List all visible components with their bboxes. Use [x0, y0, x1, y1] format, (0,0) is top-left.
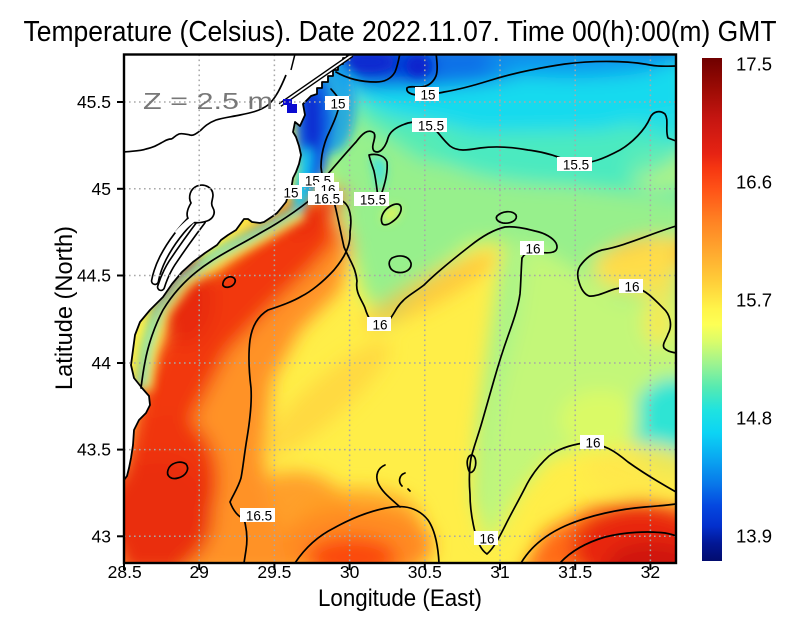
svg-text:45: 45 [92, 179, 111, 199]
svg-text:15.5: 15.5 [360, 193, 386, 208]
svg-text:30: 30 [340, 562, 360, 582]
svg-text:29: 29 [189, 562, 208, 582]
svg-text:Z = 2.5 m: Z = 2.5 m [143, 88, 273, 114]
svg-text:16: 16 [479, 532, 494, 547]
svg-text:28.5: 28.5 [108, 562, 142, 582]
svg-text:13.9: 13.9 [736, 526, 772, 547]
svg-text:44: 44 [92, 353, 112, 373]
svg-text:16.5: 16.5 [246, 509, 272, 524]
svg-text:15.5: 15.5 [418, 119, 444, 134]
svg-text:31.5: 31.5 [558, 562, 592, 582]
svg-text:15.5: 15.5 [563, 158, 589, 173]
svg-text:32: 32 [641, 562, 660, 582]
svg-text:Longitude (East): Longitude (East) [318, 585, 482, 612]
svg-text:16: 16 [372, 318, 387, 333]
svg-text:15: 15 [420, 88, 435, 103]
svg-text:29.5: 29.5 [257, 562, 291, 582]
svg-text:16.6: 16.6 [736, 172, 772, 193]
svg-text:17.5: 17.5 [736, 54, 772, 75]
svg-text:30.5: 30.5 [408, 562, 442, 582]
svg-text:14.8: 14.8 [736, 408, 772, 429]
svg-text:16: 16 [624, 280, 639, 295]
svg-text:16: 16 [525, 242, 540, 257]
svg-text:44.5: 44.5 [77, 266, 111, 286]
svg-text:16.5: 16.5 [314, 192, 340, 207]
svg-text:16: 16 [585, 436, 600, 451]
svg-text:Temperature (Celsius). Date 20: Temperature (Celsius). Date 2022.11.07. … [24, 16, 777, 48]
svg-text:43: 43 [92, 526, 111, 546]
svg-text:Latitude (North): Latitude (North) [51, 226, 78, 390]
svg-text:45.5: 45.5 [77, 92, 111, 112]
svg-text:43.5: 43.5 [77, 440, 111, 460]
svg-text:15.7: 15.7 [736, 290, 772, 311]
svg-text:15: 15 [330, 97, 345, 112]
svg-text:15: 15 [283, 186, 298, 201]
svg-text:31: 31 [490, 562, 509, 582]
